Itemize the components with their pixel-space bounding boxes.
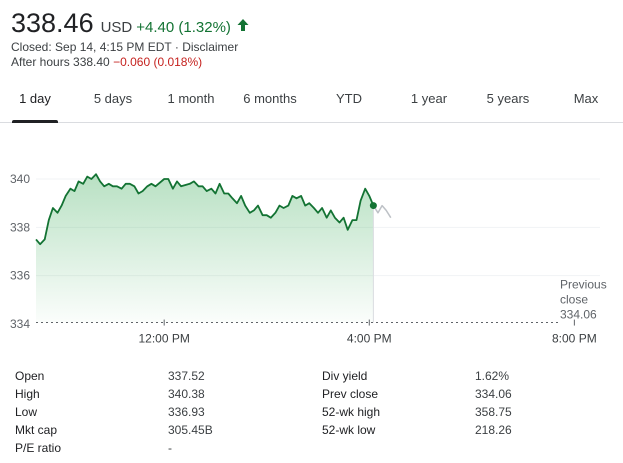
x-tick-label: 8:00 PM <box>552 332 597 346</box>
x-axis: 12:00 PM 4:00 PM 8:00 PM <box>138 319 597 346</box>
stat-value: 336.93 <box>168 405 205 419</box>
stat-value: 340.38 <box>168 387 205 401</box>
tab-1-year[interactable]: 1 year <box>410 91 448 106</box>
stat-row: High 340.38 Prev close 334.06 <box>15 385 615 403</box>
range-tabs: 1 day 5 days 1 month 6 months YTD 1 year… <box>0 84 623 123</box>
y-tick-label: 336 <box>10 269 30 283</box>
price-line: 338.46 USD +4.40 (1.32%) <box>11 6 250 40</box>
stat-value: - <box>168 441 172 455</box>
quote-header: 338.46 USD +4.40 (1.32%) Closed: Sep 14,… <box>11 6 250 70</box>
key-stats: Open 337.52 Div yield 1.62% High 340.38 … <box>15 367 615 457</box>
after-hours-line: After hours 338.40 −0.060 (0.018%) <box>11 55 250 70</box>
stat-label: Prev close <box>322 387 379 401</box>
y-axis: 340 338 336 334 <box>10 172 30 331</box>
current-price: 338.46 <box>11 8 94 38</box>
after-hours-label: After hours 338.40 <box>11 55 110 69</box>
tab-max[interactable]: Max <box>573 91 599 106</box>
previous-close-text: close <box>560 293 588 307</box>
price-change: +4.40 (1.32%) <box>136 19 231 36</box>
tab-6-months[interactable]: 6 months <box>243 91 297 106</box>
stat-row: Open 337.52 Div yield 1.62% <box>15 367 615 385</box>
arrow-up-icon <box>237 19 249 31</box>
stat-label: P/E ratio <box>15 441 62 455</box>
previous-close-text: Previous <box>560 278 607 292</box>
stat-label: Div yield <box>322 369 368 383</box>
stat-value: 334.06 <box>475 387 512 401</box>
stat-value: 1.62% <box>475 369 510 383</box>
stat-value: 358.75 <box>475 405 512 419</box>
price-area-fill <box>36 174 374 323</box>
tab-5-days[interactable]: 5 days <box>93 91 133 106</box>
y-tick-label: 340 <box>10 172 30 186</box>
after-hours-change: −0.060 (0.018%) <box>113 55 203 69</box>
tab-1-month[interactable]: 1 month <box>167 91 215 106</box>
tab-ytd[interactable]: YTD <box>336 91 362 106</box>
stat-value: 337.52 <box>168 369 205 383</box>
after-hours-series <box>372 204 392 219</box>
tab-5-years[interactable]: 5 years <box>486 91 530 106</box>
stat-label: 52-wk low <box>322 423 376 437</box>
stat-value: 218.26 <box>475 423 512 437</box>
stat-label: High <box>15 387 40 401</box>
stat-row: Mkt cap 305.45B 52-wk low 218.26 <box>15 421 615 439</box>
currency-label: USD <box>100 19 133 36</box>
closed-status: Closed: Sep 14, 4:15 PM EDT · Disclaimer <box>11 40 239 54</box>
price-line-series <box>35 173 375 246</box>
previous-close-value: 334.06 <box>560 308 597 322</box>
y-tick-label: 334 <box>10 317 30 331</box>
stat-label: Mkt cap <box>15 423 58 437</box>
stat-label: Open <box>15 369 45 383</box>
x-tick-label: 4:00 PM <box>347 332 392 346</box>
stat-row: Low 336.93 52-wk high 358.75 <box>15 403 615 421</box>
stat-label: Low <box>15 405 38 419</box>
stat-row: P/E ratio - <box>15 439 615 457</box>
previous-close-label: Previous close 334.06 <box>560 278 607 322</box>
last-price-dot <box>369 202 377 210</box>
price-chart[interactable]: 340 338 336 334 12:00 PM 4:00 PM 8:00 PM… <box>0 140 623 355</box>
x-tick-label: 12:00 PM <box>138 332 189 346</box>
stat-label: 52-wk high <box>322 405 381 419</box>
y-tick-label: 338 <box>10 220 30 234</box>
stat-value: 305.45B <box>168 423 213 437</box>
tab-1-day[interactable]: 1 day <box>12 84 58 123</box>
